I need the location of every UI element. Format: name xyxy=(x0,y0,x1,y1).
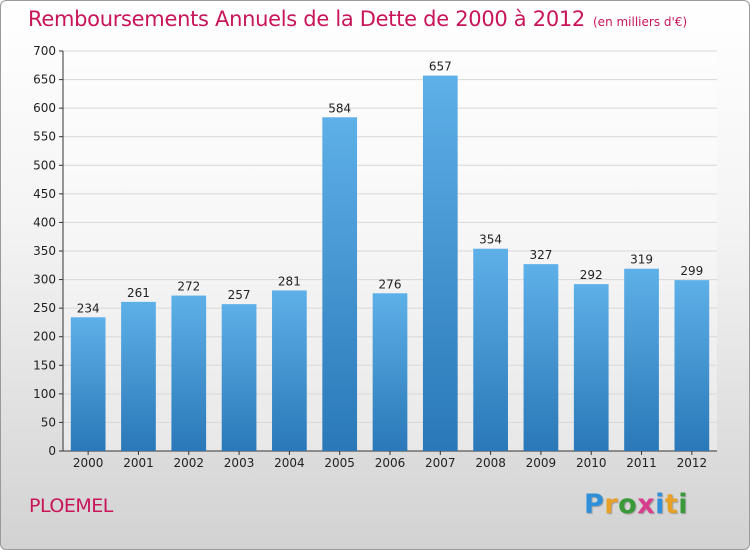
x-tick-label: 2001 xyxy=(123,456,154,470)
bar xyxy=(372,293,408,451)
y-tick-label: 50 xyxy=(41,415,56,429)
bar xyxy=(221,304,257,451)
chart-title-text: Remboursements Annuels de la Dette de 20… xyxy=(28,7,585,31)
bar-value-label: 276 xyxy=(379,277,402,291)
x-tick-label: 2005 xyxy=(324,456,355,470)
bar xyxy=(322,117,358,452)
bar-value-label: 584 xyxy=(328,101,351,115)
bar xyxy=(70,317,106,451)
x-tick-label: 2004 xyxy=(274,456,305,470)
city-name: PLOEMEL xyxy=(29,495,113,517)
x-tick-label: 2002 xyxy=(173,456,204,470)
y-tick-label: 700 xyxy=(33,44,56,58)
logo-letter: i xyxy=(678,489,689,520)
x-tick-label: 2007 xyxy=(425,456,456,470)
y-tick-label: 100 xyxy=(33,387,56,401)
bar-value-label: 319 xyxy=(630,253,653,267)
y-tick-label: 650 xyxy=(33,73,56,87)
bar-value-label: 657 xyxy=(429,60,452,74)
bar-value-label: 261 xyxy=(127,286,150,300)
logo-letter: o xyxy=(618,489,638,520)
x-tick-label: 2006 xyxy=(375,456,406,470)
y-tick-label: 200 xyxy=(33,330,56,344)
bar-value-label: 354 xyxy=(479,233,502,247)
bar xyxy=(624,268,659,451)
bar xyxy=(674,280,710,451)
y-tick-label: 350 xyxy=(33,244,56,258)
chart-title: Remboursements Annuels de la Dette de 20… xyxy=(28,7,687,31)
x-tick-label: 2009 xyxy=(526,456,557,470)
bar xyxy=(523,264,559,451)
x-tick-label: 2000 xyxy=(73,456,104,470)
bar-value-label: 327 xyxy=(529,248,552,262)
bar-value-label: 299 xyxy=(680,264,703,278)
logo-letter: i xyxy=(655,489,665,520)
bar-value-label: 234 xyxy=(77,301,100,315)
bar-value-label: 257 xyxy=(228,288,251,302)
x-tick-label: 2012 xyxy=(677,456,708,470)
y-tick-label: 150 xyxy=(33,358,56,372)
bar xyxy=(272,290,307,451)
logo-letter: P xyxy=(584,489,605,520)
y-tick-label: 0 xyxy=(48,444,56,458)
y-tick-label: 450 xyxy=(33,187,56,201)
y-tick-label: 550 xyxy=(33,130,56,144)
y-tick-label: 600 xyxy=(33,101,56,115)
bar xyxy=(573,284,609,451)
bar xyxy=(121,301,156,451)
y-tick-label: 400 xyxy=(33,215,56,229)
logo-letter: r xyxy=(604,489,619,520)
y-tick-label: 500 xyxy=(33,158,56,172)
bar-value-label: 281 xyxy=(278,274,301,288)
bar xyxy=(473,248,508,451)
y-tick-label: 250 xyxy=(33,301,56,315)
bar-value-label: 292 xyxy=(580,268,603,282)
chart-subtitle: (en milliers d'€) xyxy=(593,15,688,29)
bar xyxy=(422,75,458,452)
proxiti-logo: Proxiti xyxy=(584,489,688,520)
bar xyxy=(171,295,207,451)
x-tick-label: 2003 xyxy=(224,456,255,470)
bar-value-label: 272 xyxy=(177,280,200,294)
x-tick-label: 2011 xyxy=(626,456,657,470)
logo-letter: t xyxy=(664,489,679,520)
logo-letter: x xyxy=(637,489,656,520)
x-tick-label: 2008 xyxy=(475,456,506,470)
y-tick-label: 300 xyxy=(33,273,56,287)
x-tick-label: 2010 xyxy=(576,456,607,470)
